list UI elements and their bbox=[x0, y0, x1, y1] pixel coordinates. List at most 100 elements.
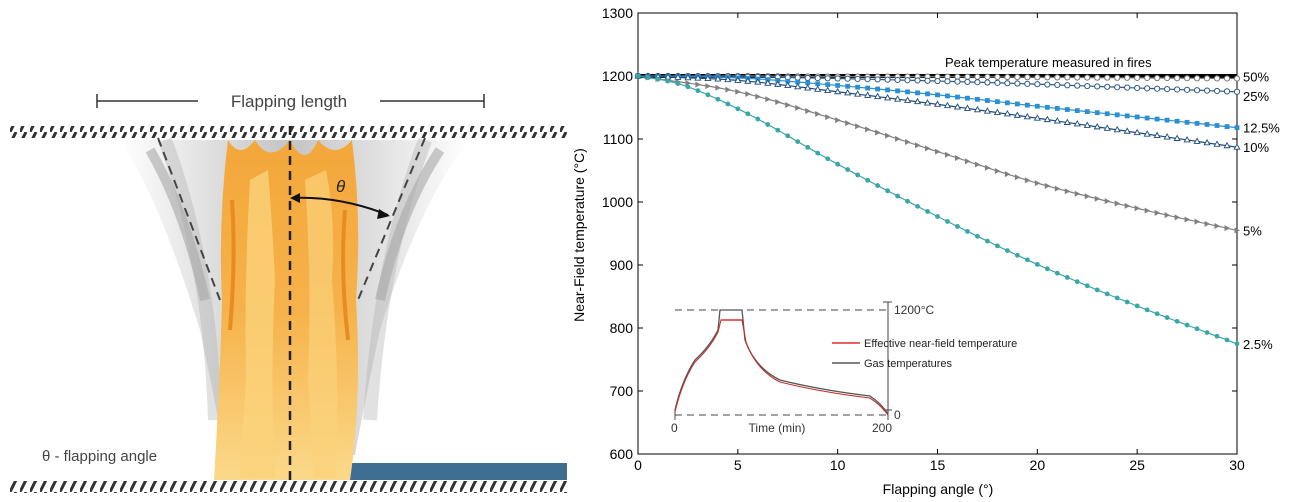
series-marker bbox=[1084, 283, 1090, 289]
x-tick-label: 0 bbox=[634, 457, 642, 473]
series-marker bbox=[1014, 174, 1021, 181]
y-axis-label: Near-Field temperature (°C) bbox=[571, 148, 587, 322]
inset-ytick-0: 0 bbox=[894, 408, 901, 422]
series-marker bbox=[735, 106, 741, 112]
series-marker bbox=[705, 92, 711, 98]
series-marker bbox=[1124, 84, 1131, 91]
series-marker bbox=[844, 75, 851, 82]
series-marker bbox=[1164, 86, 1171, 93]
series-marker bbox=[785, 78, 791, 84]
x-tick-label: 5 bbox=[734, 457, 742, 473]
series-marker bbox=[1064, 82, 1071, 89]
series-marker bbox=[995, 99, 1000, 105]
series-marker bbox=[834, 75, 841, 82]
series-marker bbox=[964, 78, 971, 86]
series-marker bbox=[1104, 291, 1110, 297]
series-12-5pct bbox=[635, 73, 1240, 131]
series-marker bbox=[983, 107, 991, 114]
series-marker bbox=[875, 86, 880, 92]
series-marker bbox=[1014, 74, 1021, 81]
series-marker bbox=[885, 188, 890, 194]
series-marker bbox=[845, 167, 851, 172]
series-marker bbox=[1223, 75, 1231, 82]
x-tick-label: 15 bbox=[930, 457, 946, 473]
series-marker bbox=[1183, 86, 1191, 93]
series-marker bbox=[1094, 74, 1101, 81]
series-marker bbox=[1084, 74, 1091, 81]
series-marker bbox=[1214, 333, 1220, 339]
series-marker bbox=[714, 75, 722, 82]
series-marker bbox=[755, 116, 761, 122]
x-axis-label: Flapping angle (°) bbox=[883, 481, 994, 497]
series-marker bbox=[785, 101, 791, 108]
series-marker bbox=[1034, 180, 1041, 187]
series-marker bbox=[1193, 75, 1201, 82]
series-marker bbox=[884, 76, 891, 83]
series-marker bbox=[784, 81, 792, 89]
series-marker bbox=[815, 111, 821, 118]
series-marker bbox=[905, 139, 911, 146]
series-marker bbox=[1234, 341, 1240, 347]
series-marker bbox=[885, 132, 891, 139]
series-marker bbox=[1184, 119, 1190, 125]
series-marker bbox=[1213, 75, 1221, 82]
series-marker bbox=[1203, 138, 1211, 146]
series-marker bbox=[1103, 124, 1111, 131]
series-marker bbox=[943, 101, 952, 109]
series-marker bbox=[1224, 225, 1231, 232]
series-end-label: 2.5% bbox=[1243, 337, 1273, 352]
series-marker bbox=[845, 83, 851, 89]
series-marker bbox=[1204, 330, 1210, 335]
series-marker bbox=[1114, 295, 1120, 301]
series-marker bbox=[1124, 74, 1131, 81]
series-marker bbox=[1084, 193, 1091, 200]
series-marker bbox=[933, 100, 942, 107]
series-marker bbox=[994, 79, 1001, 86]
series-marker bbox=[1004, 100, 1010, 106]
series-marker bbox=[1073, 120, 1081, 127]
flapping-angle-legend: θ - flapping angle bbox=[42, 448, 157, 465]
series-marker bbox=[915, 203, 920, 209]
series-marker bbox=[1074, 279, 1080, 285]
series-marker bbox=[724, 75, 732, 83]
y-tick-label: 1300 bbox=[602, 5, 633, 21]
series-marker bbox=[874, 76, 881, 83]
series-marker bbox=[1174, 86, 1181, 93]
series-marker bbox=[704, 74, 712, 82]
series-marker bbox=[924, 77, 931, 84]
series-marker bbox=[1023, 112, 1031, 120]
series-marker bbox=[1124, 113, 1130, 119]
series-marker bbox=[864, 91, 872, 98]
series-marker bbox=[954, 78, 961, 85]
series-marker bbox=[1034, 261, 1040, 267]
series-10pct bbox=[634, 72, 1241, 150]
series-marker bbox=[1034, 81, 1041, 88]
series-marker bbox=[1044, 266, 1050, 272]
series-marker bbox=[1124, 202, 1131, 209]
series-marker bbox=[1154, 209, 1161, 216]
series-marker bbox=[1233, 88, 1241, 95]
series-marker bbox=[1234, 125, 1240, 131]
series-marker bbox=[805, 144, 811, 150]
x-tick-label: 10 bbox=[830, 457, 846, 473]
series-marker bbox=[1134, 114, 1140, 120]
series-marker bbox=[645, 75, 651, 81]
series-marker bbox=[804, 74, 811, 81]
series-marker bbox=[945, 93, 950, 99]
series-marker bbox=[814, 85, 822, 92]
series-marker bbox=[805, 107, 811, 114]
inset-effective-curve bbox=[674, 319, 889, 416]
series-marker bbox=[694, 74, 702, 81]
series-marker bbox=[944, 78, 951, 85]
series-marker bbox=[923, 99, 932, 106]
series-marker bbox=[1154, 74, 1161, 82]
inset-xtick-200: 200 bbox=[872, 421, 892, 435]
series-marker bbox=[1094, 83, 1101, 90]
series-marker bbox=[1123, 127, 1131, 134]
series-marker bbox=[715, 84, 721, 91]
series-marker bbox=[1113, 125, 1121, 133]
series-marker bbox=[815, 150, 821, 156]
series-marker bbox=[1194, 326, 1200, 332]
series-marker bbox=[895, 88, 900, 94]
series-marker bbox=[1154, 116, 1160, 122]
